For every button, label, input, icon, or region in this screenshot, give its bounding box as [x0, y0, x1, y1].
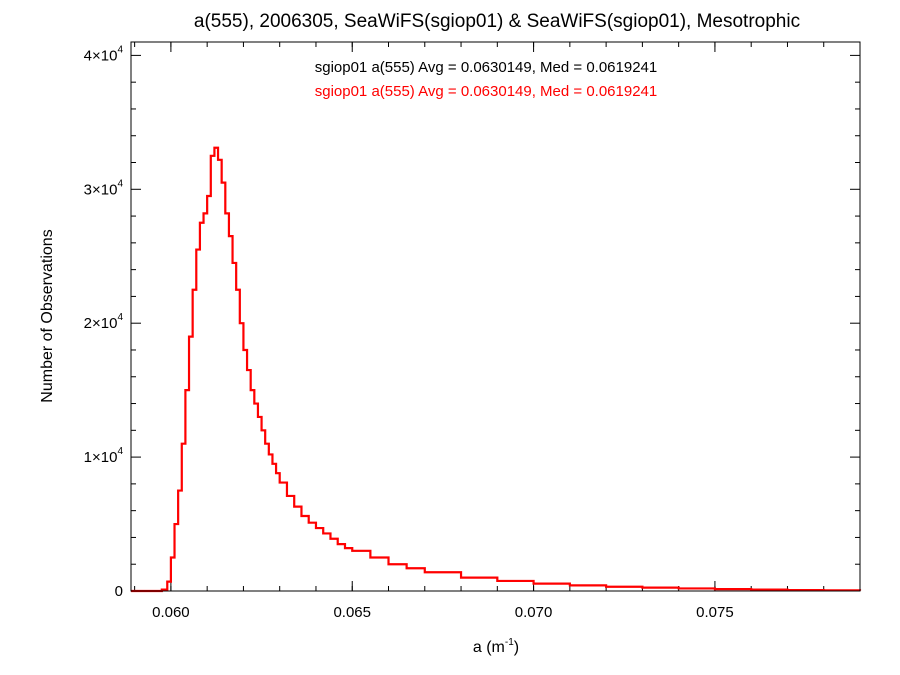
y-tick-label: 3×104	[84, 178, 124, 198]
x-tick-label: 0.070	[515, 604, 553, 621]
series-red-histogram	[131, 146, 862, 593]
axis-tick-labels: 0.060 0.065 0.070 0.07501×1042×1043×1044×10…	[84, 44, 734, 621]
y-axis-label: Number of Observations	[39, 229, 56, 402]
legend-entry-black: sgiop01 a(555) Avg = 0.0630149, Med = 0.…	[315, 59, 658, 76]
x-tick-label: 0.075	[696, 604, 734, 621]
y-tick-label: 0	[115, 583, 123, 600]
y-tick-label-exp: 4	[117, 44, 123, 55]
x-axis-label-end: )	[514, 639, 519, 656]
legend-entry-red: sgiop01 a(555) Avg = 0.0630149, Med = 0.…	[315, 83, 658, 100]
x-axis-label-sup: -1	[505, 637, 514, 648]
x-tick-label: 0.065	[333, 604, 371, 621]
plot-frame	[130, 41, 861, 592]
y-tick-label-base: 1×10	[84, 449, 118, 466]
x-tick-label: 0.060	[152, 604, 190, 621]
y-tick-label-exp: 4	[117, 446, 123, 457]
y-tick-label-base: 2×10	[84, 315, 118, 332]
y-tick-label-exp: 4	[117, 312, 123, 323]
x-axis-label-main: a (m	[473, 639, 505, 656]
y-tick-label-exp: 4	[117, 178, 123, 189]
y-tick-label-base: 3×10	[84, 181, 118, 198]
series-black-histogram	[131, 147, 861, 592]
y-tick-label-base: 4×10	[84, 47, 118, 64]
y-tick-label: 1×104	[84, 446, 124, 466]
y-tick-label: 4×104	[84, 44, 124, 64]
y-tick-label-base: 0	[115, 583, 123, 600]
chart-title: a(555), 2006305, SeaWiFS(sgiop01) & SeaW…	[194, 11, 800, 32]
y-tick-label: 2×104	[84, 312, 124, 332]
x-axis-label: a (m-1)	[473, 637, 519, 656]
series-layer	[131, 146, 862, 593]
